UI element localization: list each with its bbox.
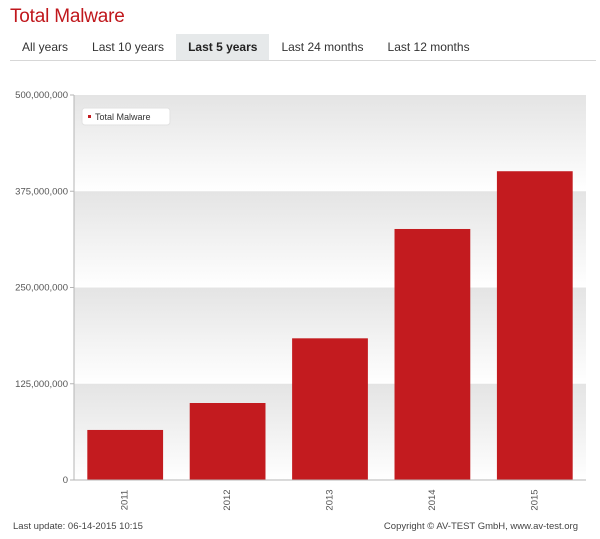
page-title: Total Malware (10, 6, 125, 27)
tab-last-24-months[interactable]: Last 24 months (281, 40, 364, 54)
x-tick-label: 2013 (325, 489, 336, 510)
tab-all-years[interactable]: All years (22, 40, 69, 54)
y-tick-label: 0 (63, 475, 68, 486)
bar-2013 (292, 338, 368, 480)
y-tick-label: 125,000,000 (15, 379, 68, 390)
x-tick-label: 2015 (529, 489, 540, 510)
y-tick-label: 375,000,000 (15, 186, 68, 197)
x-tick-label: 2014 (427, 489, 438, 510)
legend: Total Malware (81, 107, 171, 126)
y-tick-label: 250,000,000 (15, 283, 68, 294)
bar-2011 (87, 429, 164, 480)
legend-box (81, 107, 171, 126)
y-tick-label: 500,000,000 (15, 90, 68, 101)
time-range-tabs: All years Last 10 years Last 5 years Las… (10, 34, 596, 61)
tab-last-12-months[interactable]: Last 12 months (387, 40, 470, 54)
tab-last-5-years[interactable]: Last 5 years (176, 34, 270, 60)
malware-bar-chart: 0 125,000,000 250,000,000 375,000,000 500,00… (15, 90, 586, 511)
legend-label: Total Malware (95, 112, 151, 122)
tab-last-10-years[interactable]: Last 10 years (92, 40, 165, 54)
x-tick-label: 2012 (222, 489, 233, 510)
x-tick-label: 2011 (120, 490, 131, 510)
copyright-text: Copyright © AV-TEST GmbH, www.av-test.or… (383, 521, 578, 532)
bar-2012 (189, 403, 266, 480)
bar-2014 (394, 228, 471, 480)
last-update-text: Last update: 06-14-2015 10:15 (13, 521, 143, 532)
bar-2015 (496, 171, 573, 480)
legend-marker (88, 115, 91, 118)
